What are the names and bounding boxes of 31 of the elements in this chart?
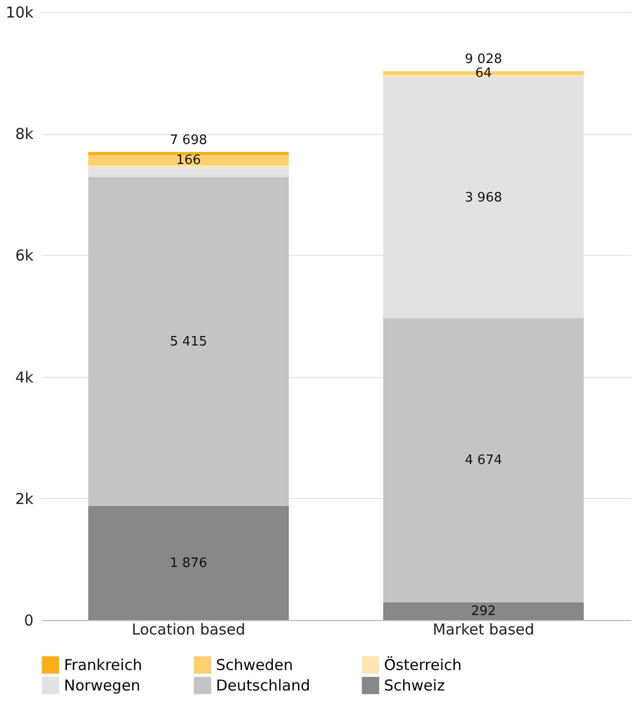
y-tick-label: 2k bbox=[15, 490, 34, 508]
legend-label: Österreich bbox=[384, 656, 462, 674]
total-label: 9 028 bbox=[464, 52, 502, 68]
x-tick-label: Location based bbox=[132, 620, 246, 638]
legend-label: Schweden bbox=[216, 656, 294, 674]
data-label: 3 968 bbox=[464, 190, 502, 206]
y-tick-label: 8k bbox=[15, 125, 34, 144]
y-tick-label: 10k bbox=[6, 4, 34, 22]
data-label: 5 415 bbox=[170, 334, 208, 350]
data-label: 292 bbox=[471, 604, 496, 620]
bar bbox=[383, 602, 584, 620]
total-label: 7 698 bbox=[170, 133, 208, 148]
bar bbox=[88, 168, 289, 177]
x-tick-label: Market based bbox=[432, 620, 534, 638]
data-label: 64 bbox=[475, 66, 492, 82]
y-tick-label: 0 bbox=[24, 612, 34, 630]
legend-label: Schweiz bbox=[384, 676, 445, 694]
legend-label: Frankreich bbox=[64, 656, 142, 674]
y-tick-label: 4k bbox=[15, 368, 34, 386]
bar bbox=[88, 152, 289, 156]
legend-label: Deutschland bbox=[216, 676, 310, 694]
legend-label: Norwegen bbox=[64, 676, 140, 694]
bar bbox=[88, 155, 289, 166]
bar bbox=[88, 165, 289, 168]
bar bbox=[88, 176, 289, 506]
data-label: 166 bbox=[176, 153, 201, 168]
data-label: 1 876 bbox=[170, 556, 208, 571]
bar bbox=[383, 318, 584, 602]
bar bbox=[88, 506, 289, 620]
y-tick-label: 6k bbox=[15, 246, 34, 265]
data-label: 4 674 bbox=[464, 453, 502, 468]
